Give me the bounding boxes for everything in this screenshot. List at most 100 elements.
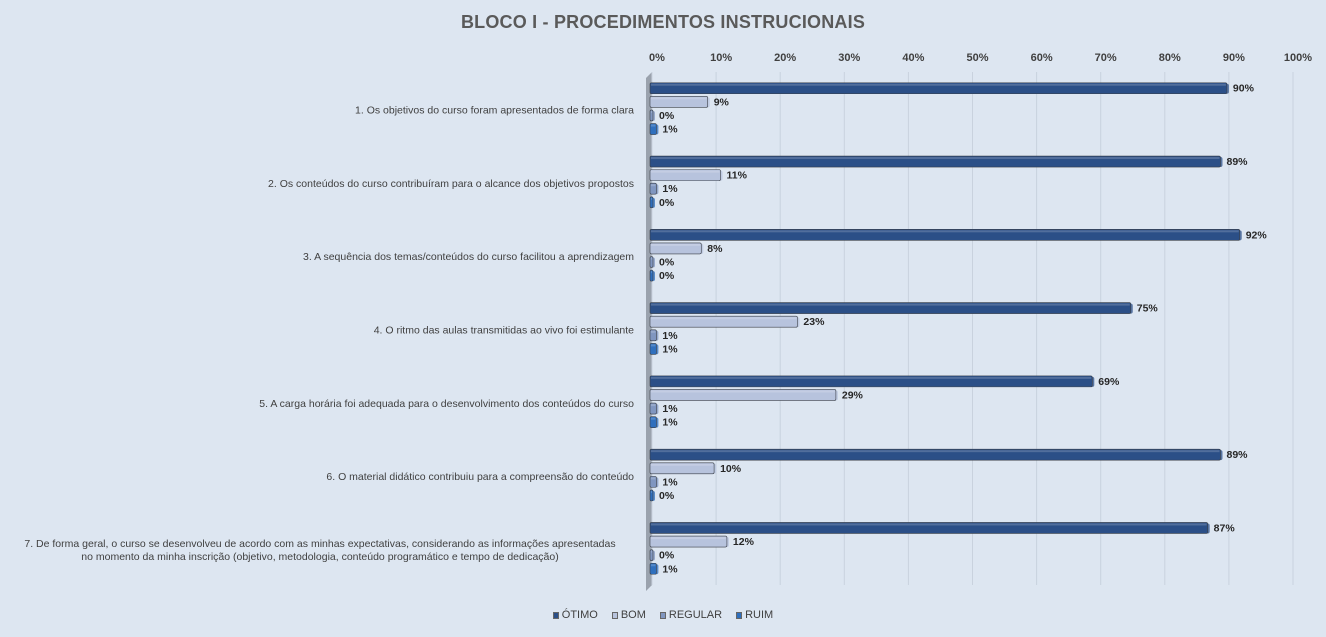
bar-highlight — [651, 376, 1092, 379]
bar — [649, 375, 1093, 388]
data-label: 8% — [707, 243, 723, 255]
bar — [649, 476, 657, 488]
bar — [649, 549, 654, 561]
legend: ÓTIMO BOM REGULAR RUIM — [0, 609, 1326, 621]
bar — [649, 562, 657, 575]
data-label: 1% — [662, 124, 678, 136]
legend-label: REGULAR — [668, 609, 723, 621]
bar — [649, 155, 1221, 168]
bar-highlight — [651, 490, 652, 493]
bar — [649, 96, 708, 108]
data-label: 1% — [662, 343, 678, 355]
bar-highlight — [651, 523, 1207, 526]
bar — [649, 229, 1241, 241]
bar-highlight — [651, 110, 652, 113]
bar-highlight — [651, 124, 656, 127]
data-label: 10% — [720, 463, 742, 475]
legend-label: ÓTIMO — [561, 609, 598, 621]
bar-highlight — [651, 243, 701, 246]
bar — [649, 448, 1221, 461]
data-label: 9% — [714, 96, 730, 108]
bar — [649, 329, 657, 342]
legend-item: ÓTIMO — [552, 609, 598, 621]
legend-item: RUIM — [736, 609, 773, 621]
data-label: 1% — [662, 563, 678, 575]
bar — [649, 182, 657, 195]
category-label: 1. Os objetivos do curso foram apresenta… — [355, 105, 634, 117]
data-label: 1% — [662, 330, 678, 342]
x-tick-label: 80% — [1159, 52, 1181, 64]
bar — [649, 489, 654, 502]
x-tick-label: 10% — [710, 52, 732, 64]
x-tick-label: 60% — [1031, 52, 1053, 64]
data-label: 0% — [659, 110, 675, 122]
bar — [649, 109, 654, 122]
bar-highlight — [651, 230, 1239, 233]
data-label: 29% — [842, 389, 864, 401]
bar — [649, 462, 715, 475]
category-label: 3. A sequência dos temas/conteúdos do cu… — [303, 251, 634, 263]
bar — [649, 389, 837, 401]
bar-highlight — [651, 450, 1220, 453]
bar-highlight — [651, 537, 726, 540]
bar-highlight — [651, 257, 652, 260]
bar — [649, 535, 728, 548]
data-label: 1% — [662, 403, 678, 415]
bar-highlight — [651, 417, 656, 420]
data-label: 23% — [803, 316, 825, 328]
data-label: 11% — [727, 170, 748, 182]
bar — [649, 82, 1228, 95]
bar-highlight — [651, 303, 1130, 306]
bar — [649, 123, 657, 135]
bar-highlight — [651, 404, 656, 407]
data-label: 12% — [733, 536, 755, 548]
data-label: 0% — [659, 270, 675, 282]
legend-label: BOM — [620, 609, 646, 621]
category-label: 6. O material didático contribuiu para a… — [326, 471, 634, 483]
x-tick-label: 100% — [1284, 52, 1312, 64]
bar-highlight — [651, 317, 797, 320]
data-label: 1% — [662, 417, 678, 429]
data-label: 90% — [1233, 83, 1255, 95]
data-label: 0% — [659, 257, 675, 269]
legend-swatch — [736, 611, 743, 619]
legend-swatch — [659, 611, 666, 619]
category-label: no momento da minha inscrição (objetivo,… — [81, 551, 558, 563]
bar-highlight — [651, 197, 652, 200]
bar — [649, 315, 798, 328]
data-label: 0% — [659, 550, 675, 562]
data-label: 1% — [662, 476, 678, 488]
x-tick-label: 50% — [966, 52, 988, 64]
x-tick-label: 40% — [902, 52, 924, 64]
bar — [649, 242, 702, 255]
data-label: 0% — [659, 490, 675, 502]
bar-highlight — [651, 184, 656, 187]
bar — [649, 196, 654, 209]
bar-highlight — [651, 390, 835, 393]
bar-highlight — [651, 550, 652, 553]
bar-highlight — [651, 157, 1220, 160]
bar — [649, 302, 1132, 314]
bar-highlight — [651, 271, 652, 274]
bar-highlight — [651, 564, 656, 567]
legend-swatch — [552, 611, 559, 619]
x-tick-label: 90% — [1223, 52, 1245, 64]
bar-highlight — [651, 83, 1226, 86]
bar — [649, 256, 654, 268]
data-label: 92% — [1246, 229, 1268, 241]
category-label: 7. De forma geral, o curso se desenvolve… — [24, 538, 615, 550]
chart-title: BLOCO I - PROCEDIMENTOS INSTRUCIONAIS — [460, 12, 866, 32]
data-label: 89% — [1226, 156, 1248, 168]
bar-highlight — [651, 463, 714, 466]
bar-highlight — [651, 344, 656, 347]
bar — [649, 402, 657, 415]
legend-item: REGULAR — [659, 609, 723, 621]
bar-highlight — [651, 330, 656, 333]
category-label: 5. A carga horária foi adequada para o d… — [259, 398, 634, 410]
legend-label: RUIM — [745, 609, 774, 621]
legend-item: BOM — [611, 609, 646, 621]
x-tick-label: 0% — [649, 52, 665, 64]
x-tick-label: 20% — [774, 52, 796, 64]
bar — [649, 522, 1208, 534]
